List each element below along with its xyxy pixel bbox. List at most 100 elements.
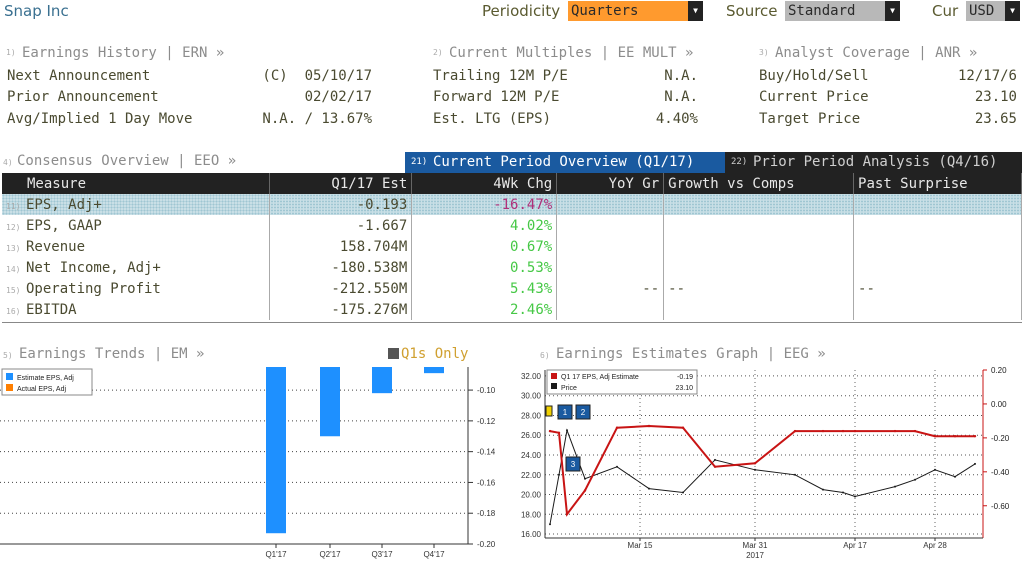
point-price xyxy=(648,487,650,490)
table-row[interactable]: 16) EBITDA -175.276M 2.46% xyxy=(2,299,1022,320)
table-row[interactable]: 11) EPS, Adj+ -0.193 -16.47% xyxy=(2,194,1022,215)
row-number: 11) xyxy=(6,201,21,211)
point-price xyxy=(854,495,856,498)
estimate-cell-text: -1.667 xyxy=(356,217,408,234)
chevron-down-icon: ▼ xyxy=(1005,1,1020,21)
measure-cell: 15) Operating Profit xyxy=(2,278,271,299)
chevron-down-icon: ▼ xyxy=(688,1,703,21)
mult-row-ltg-label: Est. LTG (EPS) xyxy=(433,111,552,127)
estimate-cell: -212.550M xyxy=(269,278,413,299)
mult-row-trailing-label: Trailing 12M P/E xyxy=(433,68,568,84)
y-left-tick-label: 26.00 xyxy=(521,431,542,440)
point-estimate xyxy=(557,431,561,434)
bar-estimate-Q417 xyxy=(424,367,444,374)
col-header-past-surprise[interactable]: Past Surprise xyxy=(853,173,1022,194)
table-row[interactable]: 12) EPS, GAAP -1.667 4.02% xyxy=(2,215,1022,236)
legend-label-estimate: Q1 17 EPS, Adj Estimate xyxy=(561,374,639,381)
measure-cell: 14) Net Income, Adj+ xyxy=(2,257,271,278)
yoy-growth-cell xyxy=(556,236,665,257)
tab-current-period[interactable]: 21) Current Period Overview (Q1/17) xyxy=(405,152,725,173)
event-marker-box xyxy=(565,456,581,472)
mult-row-ltg-value: 4.40% xyxy=(655,111,698,127)
x-tick-label: Apr 28 xyxy=(923,541,947,550)
event-marker-label: 3 xyxy=(571,460,576,469)
y-left-tick-label: 16.00 xyxy=(521,530,542,539)
currency-label: Cur xyxy=(932,2,959,20)
section-number: 3) xyxy=(759,48,769,57)
event-marker: 3 xyxy=(565,456,581,472)
source-dropdown[interactable]: Standard ▼ xyxy=(785,1,900,21)
chart-legend: Q1 17 EPS, Adj Estimate -0.19 Price 23.10 xyxy=(546,369,698,395)
y-right-tick-label: -0.40 xyxy=(991,468,1010,477)
checkbox-icon xyxy=(388,348,399,359)
earnings-trends-link[interactable]: Earnings Trends | EM » xyxy=(19,346,205,362)
col-header-yoy[interactable]: YoY Gr xyxy=(556,173,665,194)
four-week-change-cell: 0.67% xyxy=(411,236,558,257)
four-week-change-cell-text: 2.46% xyxy=(510,301,553,318)
past-surprise-cell xyxy=(853,257,1022,278)
legend-swatch-actual xyxy=(6,384,13,391)
chevron-down-icon: ▼ xyxy=(885,1,900,21)
y-left-tick-label: 18.00 xyxy=(521,510,542,519)
currency-dropdown[interactable]: USD ▼ xyxy=(966,1,1020,21)
point-estimate xyxy=(841,429,845,433)
estimate-cell: -0.193 xyxy=(269,194,413,215)
y-tick-label: -0.10 xyxy=(477,386,496,395)
periodicity-dropdown[interactable]: Quarters ▼ xyxy=(568,1,703,21)
event-marker-label: 2 xyxy=(581,408,586,417)
tab-prior-period[interactable]: 22) Prior Period Analysis (Q4/16) xyxy=(725,152,1022,173)
growth-vs-comps-cell xyxy=(663,299,855,320)
consensus-overview-link[interactable]: Consensus Overview | EEO » xyxy=(17,153,237,169)
measure-cell-text: EPS, GAAP xyxy=(26,217,102,234)
legend-box xyxy=(546,369,698,395)
four-week-change-cell: 0.53% xyxy=(411,257,558,278)
event-marker-label: 1 xyxy=(563,408,568,417)
point-estimate xyxy=(821,429,825,433)
estimate-cell: -180.538M xyxy=(269,257,413,278)
col-header-growth-comps[interactable]: Growth vs Comps xyxy=(663,173,855,194)
point-estimate xyxy=(973,435,977,438)
legend-label-estimate: Estimate EPS, Adj xyxy=(17,375,74,382)
table-row[interactable]: 15) Operating Profit -212.550M 5.43% -- -- -- xyxy=(2,278,1022,299)
chart-legend: Estimate EPS, Adj Actual EPS, Adj xyxy=(1,368,93,396)
growth-vs-comps-cell xyxy=(663,215,855,236)
row-number: 13) xyxy=(6,243,21,253)
point-price xyxy=(914,478,916,481)
table-row[interactable]: 14) Net Income, Adj+ -180.538M 0.53% xyxy=(2,257,1022,278)
tab-number: 22) xyxy=(731,157,748,167)
four-week-change-cell: 2.46% xyxy=(411,299,558,320)
measure-cell: 13) Revenue xyxy=(2,236,271,257)
tab-label: Prior Period Analysis (Q4/16) xyxy=(753,154,998,170)
event-marker-box xyxy=(575,404,591,420)
point-price xyxy=(714,458,716,461)
four-week-change-cell-text: 0.67% xyxy=(510,238,553,255)
point-estimate xyxy=(647,424,651,428)
point-estimate xyxy=(565,513,569,516)
col-header-4wk-chg[interactable]: 4Wk Chg xyxy=(411,173,558,194)
past-surprise-cell-text: -- xyxy=(858,280,875,297)
point-estimate xyxy=(615,426,619,429)
analyst-coverage-link[interactable]: Analyst Coverage | ANR » xyxy=(775,45,978,61)
growth-vs-comps-cell xyxy=(663,194,855,215)
ern-row-prior-label: Prior Announcement xyxy=(7,89,159,105)
current-multiples-link[interactable]: Current Multiples | EE MULT » xyxy=(449,45,694,61)
q1s-only-toggle[interactable]: Q1s Only xyxy=(388,346,468,362)
point-estimate xyxy=(913,429,917,433)
y-left-tick-label: 22.00 xyxy=(521,471,542,480)
earnings-trends-chart: -0.10 -0.12 -0.14 -0.16 -0.18 -0.20 Q1'17 Q2'17… xyxy=(0,367,496,559)
col-header-measure[interactable]: Measure xyxy=(2,173,271,194)
table-row[interactable]: 13) Revenue 158.704M 0.67% xyxy=(2,236,1022,257)
yoy-growth-cell: -- xyxy=(556,278,665,299)
growth-vs-comps-cell xyxy=(663,236,855,257)
earnings-history-link[interactable]: Earnings History | ERN » xyxy=(22,45,225,61)
legend-box xyxy=(1,368,93,396)
earnings-estimates-graph-link[interactable]: Earnings Estimates Graph | EEG » xyxy=(556,346,826,362)
point-price xyxy=(682,491,684,494)
point-price xyxy=(549,523,551,526)
point-estimate xyxy=(793,429,797,433)
source-label: Source xyxy=(726,2,778,20)
y-right-tick-label: 0.20 xyxy=(991,366,1007,375)
y-left-tick-label: 32.00 xyxy=(521,372,542,381)
col-header-est[interactable]: Q1/17 Est xyxy=(269,173,413,194)
measure-cell: 12) EPS, GAAP xyxy=(2,215,271,236)
